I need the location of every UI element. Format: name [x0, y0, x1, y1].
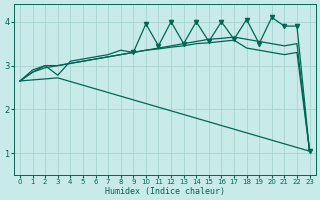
X-axis label: Humidex (Indice chaleur): Humidex (Indice chaleur) [105, 187, 225, 196]
